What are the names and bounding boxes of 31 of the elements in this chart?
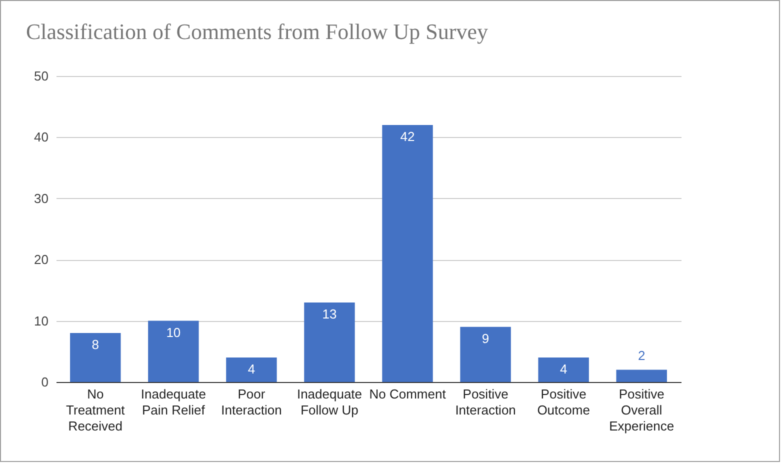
x-tick-label: Poor Interaction (221, 386, 282, 418)
x-tick-label: No Treatment Received (66, 386, 126, 434)
bar (70, 333, 121, 382)
data-label: 4 (248, 362, 256, 377)
bar (616, 370, 667, 382)
x-tick-label: Positive Interaction (455, 386, 516, 418)
x-tick-label: Inadequate Pain Relief (140, 386, 206, 418)
bar (304, 302, 355, 382)
data-label: 9 (482, 330, 490, 346)
data-label: 2 (638, 348, 646, 363)
bar (460, 326, 511, 382)
x-tick-label: No Comment (369, 386, 446, 402)
y-tick-label: 50 (34, 68, 48, 84)
bar (382, 124, 433, 382)
bar (226, 358, 277, 382)
data-label: 4 (560, 362, 568, 377)
bar (538, 358, 589, 382)
y-tick-label: 40 (34, 130, 48, 145)
data-label: 8 (92, 337, 100, 352)
x-tick-label: Positive Overall Experience (609, 386, 674, 434)
x-tick-label: Inadequate Follow Up (296, 386, 362, 418)
chart-title: Classification of Comments from Follow Up Survey (26, 19, 488, 44)
data-label: 10 (166, 324, 181, 340)
y-tick-label: 20 (34, 252, 48, 268)
x-tick-label: Positive Outcome (537, 386, 590, 418)
bar (148, 320, 199, 382)
data-label: 42 (400, 128, 415, 144)
y-tick-label: 30 (34, 190, 48, 206)
y-tick-label: 0 (41, 374, 48, 390)
data-label: 13 (322, 306, 337, 322)
y-tick-label: 10 (34, 313, 48, 328)
